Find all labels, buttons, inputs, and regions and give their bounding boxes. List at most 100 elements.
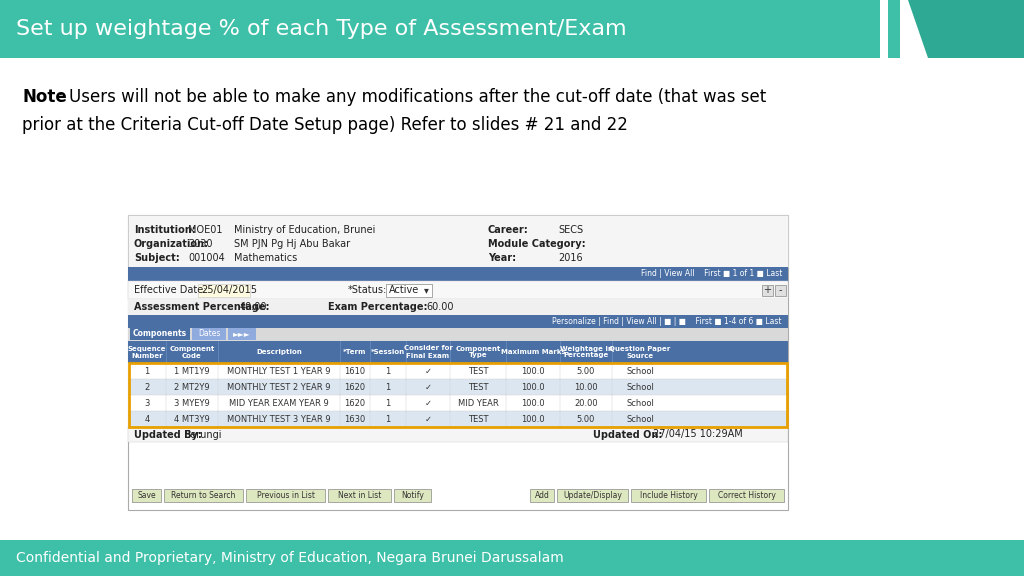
Bar: [908, 0, 1024, 58]
Text: MONTHLY TEST 2 YEAR 9: MONTHLY TEST 2 YEAR 9: [227, 382, 331, 392]
Text: Set up weightage % of each Type of Assessment/Exam: Set up weightage % of each Type of Asses…: [16, 19, 627, 39]
Text: 1620: 1620: [344, 399, 366, 407]
Bar: [128, 281, 788, 299]
Bar: [128, 341, 788, 363]
Text: 4: 4: [144, 415, 150, 423]
Text: Save: Save: [137, 491, 156, 500]
Text: 1: 1: [385, 399, 390, 407]
Text: Previous in List: Previous in List: [257, 491, 314, 500]
Text: 5.00: 5.00: [577, 415, 595, 423]
Bar: [128, 315, 788, 328]
Text: *Session: *Session: [371, 349, 406, 355]
Text: Components: Components: [133, 329, 187, 339]
Text: 1: 1: [385, 415, 390, 423]
Text: 100.0: 100.0: [521, 366, 545, 376]
Bar: [164, 489, 243, 502]
Text: 1610: 1610: [344, 366, 366, 376]
Text: TEST: TEST: [468, 366, 488, 376]
Text: TEST: TEST: [468, 382, 488, 392]
Text: SECS: SECS: [558, 225, 583, 235]
Text: Question Paper
Source: Question Paper Source: [609, 346, 671, 358]
Bar: [193, 328, 226, 340]
Bar: [329, 489, 390, 502]
Text: Description: Description: [256, 349, 302, 355]
Bar: [128, 281, 788, 299]
Text: Active: Active: [389, 285, 419, 295]
Text: 100.0: 100.0: [521, 399, 545, 407]
Bar: [128, 215, 788, 267]
Text: Consider for
Final Exam: Consider for Final Exam: [403, 346, 453, 358]
Text: 1 MT1Y9: 1 MT1Y9: [174, 366, 210, 376]
Bar: [775, 285, 786, 296]
Text: Updated On:: Updated On:: [593, 430, 663, 439]
Bar: [529, 489, 554, 502]
Text: MID YEAR EXAM YEAR 9: MID YEAR EXAM YEAR 9: [229, 399, 329, 407]
Text: Component
Code: Component Code: [169, 346, 215, 358]
Text: Organization:: Organization:: [134, 239, 209, 249]
Bar: [246, 489, 326, 502]
Text: 3030: 3030: [188, 239, 213, 249]
Bar: [900, 0, 908, 58]
Bar: [557, 489, 628, 502]
Bar: [709, 489, 784, 502]
Text: School: School: [626, 415, 654, 423]
Text: School: School: [626, 399, 654, 407]
Text: MONTHLY TEST 3 YEAR 9: MONTHLY TEST 3 YEAR 9: [227, 415, 331, 423]
Text: Effective Date:: Effective Date:: [134, 285, 207, 295]
Text: 4 MT3Y9: 4 MT3Y9: [174, 415, 210, 423]
Text: Exam Percentage:: Exam Percentage:: [328, 302, 427, 312]
Text: MOE01: MOE01: [188, 225, 222, 235]
Text: Mathematics: Mathematics: [234, 253, 297, 263]
Bar: [393, 489, 431, 502]
Text: MONTHLY TEST 1 YEAR 9: MONTHLY TEST 1 YEAR 9: [227, 366, 331, 376]
Text: Personalize | Find | View All | ■ | ■    First ■ 1-4 of 6 ■ Last: Personalize | Find | View All | ■ | ■ Fi…: [553, 317, 782, 326]
Bar: [198, 284, 250, 297]
Text: Dates: Dates: [198, 329, 220, 339]
Text: -: -: [778, 285, 782, 295]
Text: 2016: 2016: [558, 253, 583, 263]
Text: : Users will not be able to make any modifications after the cut-off date (that : : Users will not be able to make any mod…: [58, 88, 766, 106]
Text: 60.00: 60.00: [426, 302, 454, 312]
Text: 001004: 001004: [188, 253, 224, 263]
Text: +: +: [764, 285, 771, 295]
Text: 100.0: 100.0: [521, 382, 545, 392]
Text: School: School: [626, 366, 654, 376]
Text: 3: 3: [144, 399, 150, 407]
Text: Updated By:: Updated By:: [134, 430, 202, 439]
Text: 100.0: 100.0: [521, 415, 545, 423]
Bar: [128, 328, 788, 341]
Text: Career:: Career:: [488, 225, 528, 235]
Bar: [130, 328, 190, 340]
Bar: [0, 540, 1024, 576]
Text: MID YEAR: MID YEAR: [458, 399, 499, 407]
Bar: [128, 215, 788, 510]
Bar: [128, 299, 788, 315]
Bar: [0, 0, 880, 58]
Text: 1: 1: [385, 366, 390, 376]
Text: Correct History: Correct History: [718, 491, 775, 500]
Bar: [228, 328, 256, 340]
Text: Update/Display: Update/Display: [563, 491, 622, 500]
Text: 40.00: 40.00: [240, 302, 267, 312]
Text: ✓: ✓: [425, 366, 431, 376]
Text: Ministry of Education, Brunei: Ministry of Education, Brunei: [234, 225, 376, 235]
Text: Serungi: Serungi: [184, 430, 221, 439]
Text: Add: Add: [535, 491, 549, 500]
Text: ✓: ✓: [425, 415, 431, 423]
Text: 1: 1: [385, 382, 390, 392]
Text: School: School: [626, 382, 654, 392]
Text: Find | View All    First ■ 1 of 1 ■ Last: Find | View All First ■ 1 of 1 ■ Last: [641, 270, 782, 279]
Text: Module Category:: Module Category:: [488, 239, 586, 249]
Text: 1630: 1630: [344, 415, 366, 423]
Text: SM PJN Pg Hj Abu Bakar: SM PJN Pg Hj Abu Bakar: [234, 239, 350, 249]
Text: ►►►: ►►►: [233, 329, 251, 339]
Bar: [880, 0, 888, 58]
Polygon shape: [908, 0, 928, 58]
Text: 25/04/2015: 25/04/2015: [201, 285, 257, 295]
Text: 3 MYEY9: 3 MYEY9: [174, 399, 210, 407]
Bar: [129, 363, 787, 427]
Text: Include History: Include History: [640, 491, 697, 500]
Bar: [132, 489, 161, 502]
Bar: [386, 284, 432, 297]
Text: 2 MT2Y9: 2 MT2Y9: [174, 382, 210, 392]
